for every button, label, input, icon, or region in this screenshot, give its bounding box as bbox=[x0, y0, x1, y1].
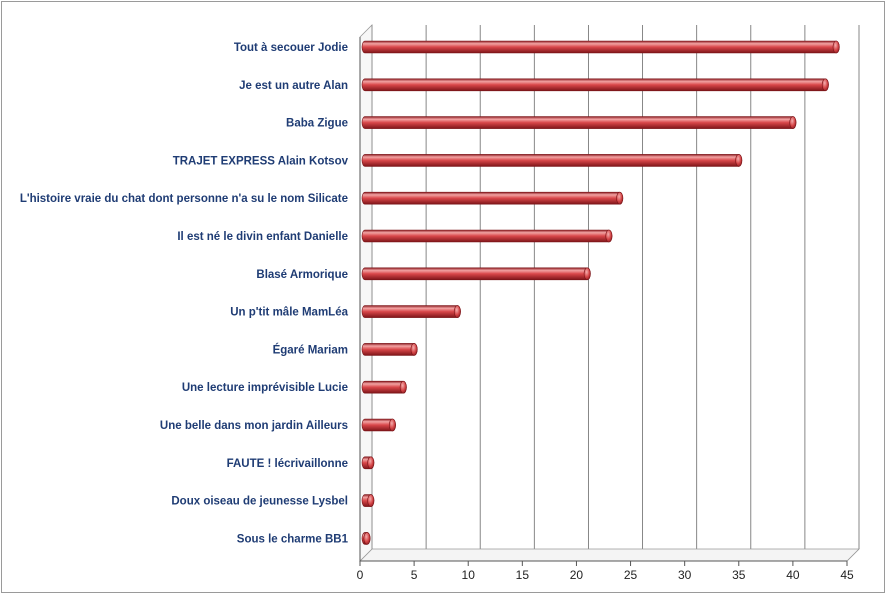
x-tick-label: 25 bbox=[624, 568, 638, 582]
bar-cap bbox=[832, 40, 840, 54]
bar bbox=[361, 418, 396, 432]
category-label: L'histoire vraie du chat dont personne n… bbox=[20, 193, 348, 205]
bar-body bbox=[361, 380, 407, 394]
category-label: TRAJET EXPRESS Alain Kotsov bbox=[173, 155, 349, 167]
bar bbox=[361, 267, 591, 281]
bar-cap bbox=[605, 229, 613, 243]
bar bbox=[361, 494, 375, 507]
bars bbox=[361, 40, 840, 545]
bar bbox=[361, 380, 407, 394]
category-label: Je est un autre Alan bbox=[239, 80, 348, 92]
x-tick-label: 15 bbox=[516, 568, 530, 582]
bar-cap bbox=[363, 532, 371, 545]
gridlines bbox=[359, 25, 860, 562]
bar-cap bbox=[616, 191, 624, 205]
bar-cap bbox=[410, 343, 418, 356]
bar-body bbox=[361, 154, 743, 167]
x-tick-label: 30 bbox=[678, 568, 692, 582]
bar bbox=[361, 343, 418, 356]
category-label: Baba Zigue bbox=[286, 118, 348, 130]
x-tick-label: 20 bbox=[570, 568, 584, 582]
category-label: Il est né le divin enfant Danielle bbox=[177, 231, 348, 243]
x-tick-label: 0 bbox=[357, 568, 364, 582]
x-tick-label: 5 bbox=[411, 568, 418, 582]
x-tick-label: 10 bbox=[462, 568, 476, 582]
bar bbox=[361, 154, 743, 167]
category-label: Une belle dans mon jardin Ailleurs bbox=[160, 420, 348, 432]
category-label: Tout à secouer Jodie bbox=[234, 42, 348, 54]
bar bbox=[361, 40, 840, 54]
category-label: Sous le charme BB1 bbox=[237, 533, 349, 545]
bar-cap bbox=[789, 116, 797, 129]
bar bbox=[361, 456, 375, 470]
bar-cap bbox=[399, 380, 407, 394]
category-label: Une lecture imprévisible Lucie bbox=[182, 382, 348, 394]
bar-cap bbox=[735, 154, 743, 167]
category-labels: Tout à secouer Jodie Je est un autre Alan… bbox=[20, 42, 349, 545]
category-label: FAUTE ! lécrivaillonne bbox=[227, 458, 348, 470]
category-label: Égaré Mariam bbox=[273, 343, 348, 356]
bar-body bbox=[361, 343, 418, 356]
category-label: Doux oiseau de jeunesse Lysbel bbox=[171, 496, 348, 508]
bar bbox=[361, 305, 461, 318]
bar bbox=[361, 532, 371, 545]
floor-plane bbox=[359, 548, 860, 562]
bar-body bbox=[361, 305, 461, 318]
x-tick-labels: 0 5 10 15 20 25 30 35 40 45 bbox=[357, 568, 854, 582]
bar-body bbox=[361, 191, 624, 205]
bar bbox=[361, 191, 624, 205]
category-label: Blasé Armorique bbox=[256, 269, 348, 281]
bar-body bbox=[361, 267, 591, 281]
x-tick-label: 45 bbox=[840, 568, 854, 582]
bar-body bbox=[361, 116, 797, 129]
bar-cap bbox=[367, 456, 375, 470]
bar-cap bbox=[821, 78, 829, 92]
bar bbox=[361, 116, 797, 129]
bar-body bbox=[361, 229, 613, 243]
side-wall bbox=[359, 24, 373, 562]
bar-cap bbox=[388, 418, 396, 432]
x-tick-label: 35 bbox=[732, 568, 746, 582]
axes bbox=[359, 24, 860, 566]
x-tick-label: 40 bbox=[786, 568, 800, 582]
bar-cap bbox=[367, 494, 375, 507]
bar-body bbox=[361, 78, 829, 92]
bar bbox=[361, 78, 829, 92]
bar-body bbox=[361, 40, 840, 54]
bar-cap bbox=[583, 267, 591, 281]
category-label: Un p'tit mâle MamLéa bbox=[230, 307, 348, 319]
bar-cap bbox=[453, 305, 461, 318]
bar bbox=[361, 229, 613, 243]
